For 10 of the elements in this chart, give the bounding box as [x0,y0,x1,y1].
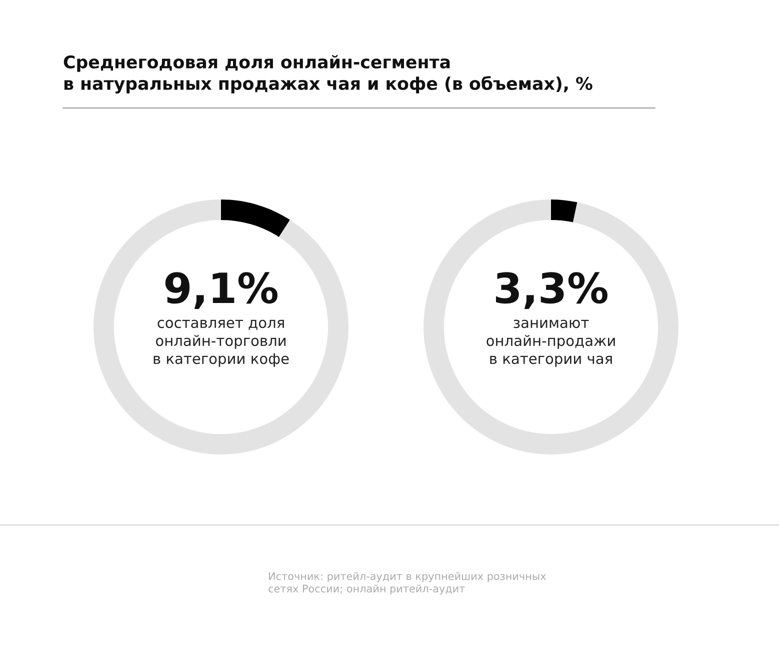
chart-title: Среднегодовая доля онлайн-сегмента в натуральных продажах чая и кофе (в объемах), % [64,55,592,94]
text: Источник: ритейл-аудит в крупнейших розничных сетях России; онлайн ритейл-аудит [268,572,546,595]
data-label: 3,3% [496,272,608,309]
text: занимают онлайн-продажи в категории чая [486,320,615,367]
text: составляет доля онлайн-торговли в категории кофе [154,320,289,367]
data-label: 9,1% [165,272,278,309]
donut-slice [221,200,290,237]
donut-slice [424,200,678,454]
donut-slice [551,200,578,222]
donut-slice [94,200,348,454]
